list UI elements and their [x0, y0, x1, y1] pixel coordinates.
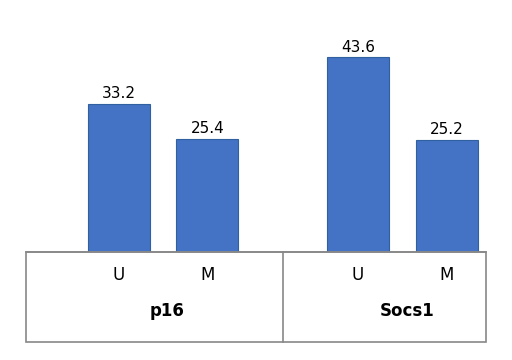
Text: M: M: [439, 266, 454, 284]
Bar: [176, 139, 238, 252]
Bar: [416, 140, 478, 252]
Text: U: U: [113, 266, 125, 284]
Bar: [327, 57, 389, 252]
Text: U: U: [352, 266, 364, 284]
Text: M: M: [200, 266, 215, 284]
Bar: [88, 104, 150, 252]
Text: 25.2: 25.2: [430, 122, 463, 137]
Text: p16: p16: [150, 302, 185, 320]
Text: 25.4: 25.4: [190, 121, 224, 136]
Text: Socs1: Socs1: [379, 302, 434, 320]
Text: 33.2: 33.2: [102, 86, 136, 101]
Text: 43.6: 43.6: [341, 40, 375, 55]
